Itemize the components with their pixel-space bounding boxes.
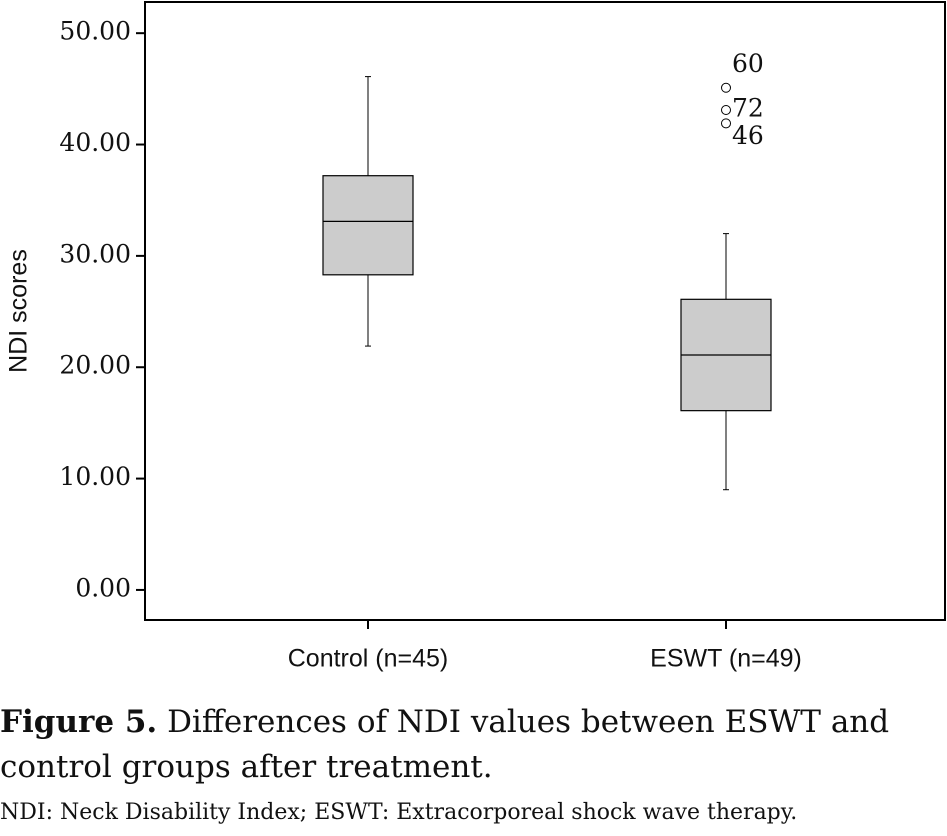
y-tick-label: 40.00 <box>59 128 131 157</box>
chart: NDI scores 0.00 10.00 20.00 30.00 40.00 50.00… <box>5 1 946 673</box>
outlier <box>721 118 731 129</box>
caption-text: Differences of NDI values between ESWT a… <box>0 704 890 785</box>
outlier <box>721 105 731 116</box>
outlier-label: 46 <box>732 121 764 150</box>
caption-note: NDI: Neck Disability Index; ESWT: Extrac… <box>0 800 798 825</box>
y-tick-label: 10.00 <box>59 462 131 491</box>
y-tick-label: 20.00 <box>59 351 131 380</box>
outlier <box>721 82 731 93</box>
caption: Figure 5. Differences of NDI values betw… <box>0 700 947 790</box>
y-tick-label: 0.00 <box>75 573 131 602</box>
y-axis-label: NDI scores <box>5 249 33 373</box>
outlier-label: 60 <box>732 49 764 78</box>
y-tick-label: 30.00 <box>59 239 131 268</box>
x-tick-label: ESWT (n=49) <box>650 645 802 673</box>
plot-frame <box>144 1 946 621</box>
caption-label: Figure 5. <box>0 704 158 740</box>
box <box>322 175 414 276</box>
y-tick-label: 50.00 <box>59 17 131 46</box>
outlier-label: 72 <box>732 94 764 123</box>
x-tick-label: Control (n=45) <box>288 645 449 673</box>
